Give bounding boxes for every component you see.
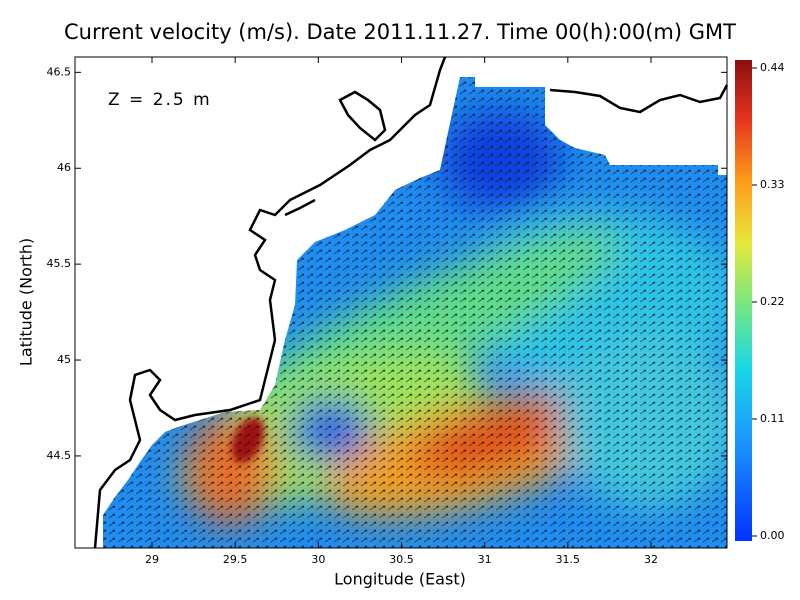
velocity-field bbox=[103, 77, 727, 548]
y-tick-label: 46 bbox=[57, 161, 71, 174]
x-tick-label: 30 bbox=[311, 553, 325, 566]
x-tick-label: 29.5 bbox=[223, 553, 248, 566]
depth-annotation: Z = 2.5 m bbox=[108, 90, 212, 110]
x-tick-label: 31 bbox=[478, 553, 492, 566]
colorbar-tick-label: 0.44 bbox=[760, 61, 785, 74]
y-axis-label: Latitude (North) bbox=[17, 238, 36, 366]
x-tick-label: 30.5 bbox=[389, 553, 414, 566]
colorbar bbox=[735, 60, 752, 541]
x-tick-label: 32 bbox=[644, 553, 658, 566]
y-tick-label: 45.5 bbox=[47, 257, 72, 270]
y-tick-label: 46.5 bbox=[47, 65, 72, 78]
x-tick-label: 29 bbox=[145, 553, 159, 566]
colorbar-tick-label: 0.00 bbox=[760, 529, 785, 542]
x-tick-label: 31.5 bbox=[556, 553, 581, 566]
colorbar-tick-label: 0.22 bbox=[760, 295, 785, 308]
coastline bbox=[93, 56, 729, 549]
x-axis-label: Longitude (East) bbox=[334, 570, 466, 589]
chart-title: Current velocity (m/s). Date 2011.11.27.… bbox=[64, 20, 736, 44]
y-tick-label: 45 bbox=[57, 353, 71, 366]
colorbar-tick-label: 0.11 bbox=[760, 412, 785, 425]
colorbar-tick-label: 0.33 bbox=[760, 178, 785, 191]
y-tick-label: 44.5 bbox=[47, 449, 72, 462]
